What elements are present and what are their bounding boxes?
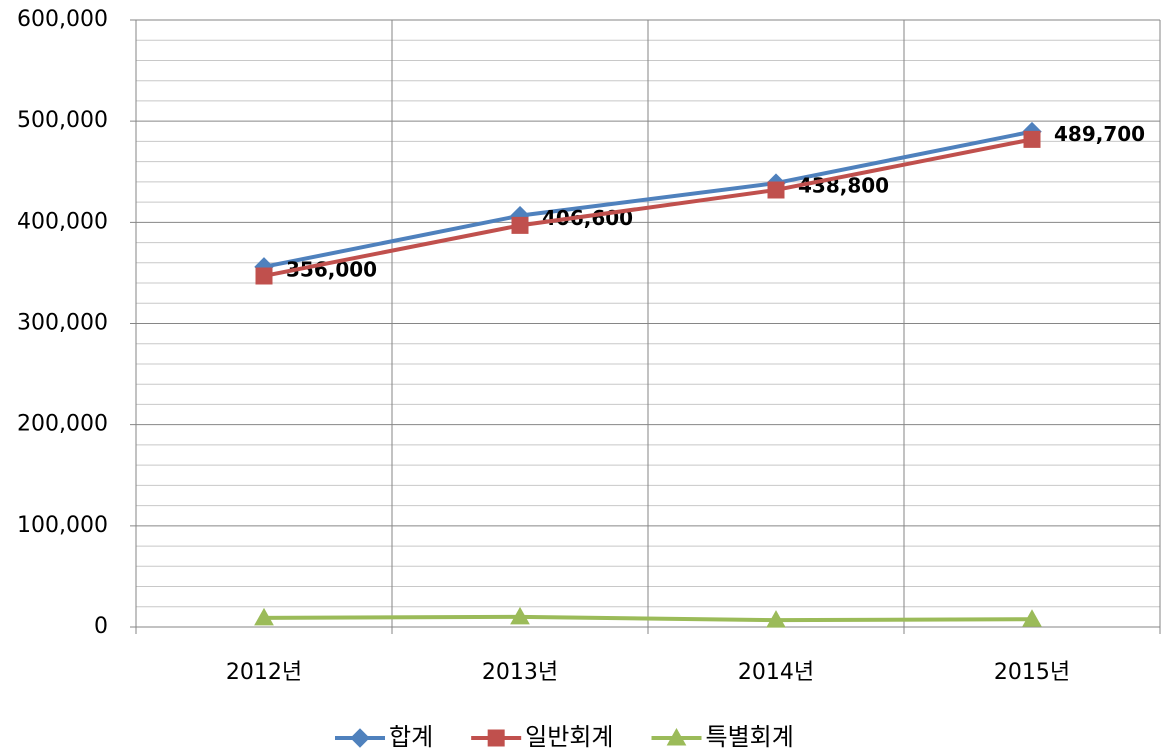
y-tick-label: 200,000 — [17, 412, 108, 437]
marker — [487, 729, 505, 747]
legend-label: 특별회계 — [706, 723, 794, 751]
marker — [766, 610, 786, 628]
x-tick-label: 2015년 — [994, 660, 1070, 685]
marker — [767, 181, 785, 199]
y-tick-label: 400,000 — [17, 209, 108, 234]
marker — [350, 728, 370, 748]
line — [263, 129, 1033, 269]
legend-label: 합계 — [389, 723, 433, 751]
marker — [255, 267, 273, 285]
y-tick-label: 600,000 — [17, 7, 108, 32]
marker — [666, 727, 687, 746]
marker — [254, 607, 274, 626]
legend-label: 일반회계 — [525, 723, 613, 751]
y-tick-label: 0 — [94, 614, 108, 639]
x-tick-label: 2014년 — [738, 660, 814, 685]
line — [263, 614, 1033, 623]
marker — [1023, 130, 1041, 148]
y-tick-label: 100,000 — [17, 513, 108, 538]
line — [263, 137, 1033, 278]
data-label: 489,700 — [1054, 122, 1145, 146]
y-tick-label: 500,000 — [17, 108, 108, 133]
marker — [1022, 609, 1042, 627]
x-tick-label: 2012년 — [226, 660, 302, 685]
y-tick-label: 300,000 — [17, 311, 108, 336]
marker — [510, 606, 530, 625]
marker — [511, 216, 529, 234]
x-tick-label: 2013년 — [482, 660, 558, 685]
